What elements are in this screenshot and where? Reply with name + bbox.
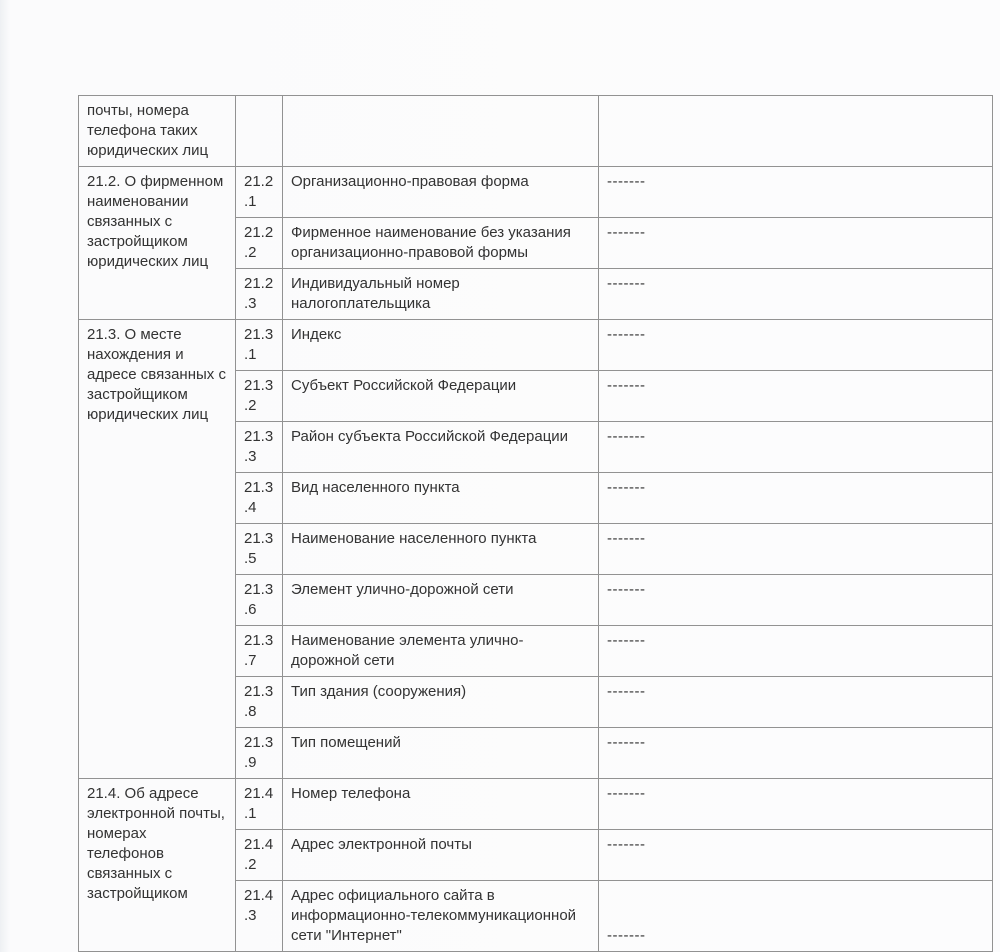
row-value-cell: ------- xyxy=(598,166,993,218)
row-number-cell: 21.3.1 xyxy=(235,319,283,371)
table-row: 21.3. О месте нахождения и адресе связан… xyxy=(78,319,993,779)
row-description-cell: Вид населенного пункта xyxy=(282,472,599,524)
table-row: 21.3.2 Субъект Российской Федерации ------… xyxy=(79,370,993,422)
row-value-cell: ------- xyxy=(598,727,993,779)
row-number-cell: 21.3.5 xyxy=(235,523,283,575)
row-number-cell: 21.4.2 xyxy=(235,829,283,881)
table-row: 21.3.7 Наименование элемента улично-дорож… xyxy=(79,625,993,677)
row-value-cell: ------- xyxy=(598,523,993,575)
row-number-cell: 21.4.3 xyxy=(235,880,283,952)
table-row: 21.2.3 Индивидуальный номер налогоплатель… xyxy=(79,268,993,320)
section-title-cell: 21.2. О фирменном наименовании связанных… xyxy=(78,166,236,320)
disclosure-table: почты, номера телефона таких юридических… xyxy=(78,95,993,952)
row-value-cell: ------- xyxy=(598,574,993,626)
row-description-cell: Адрес электронной почты xyxy=(282,829,599,881)
row-number-cell: 21.3.4 xyxy=(235,472,283,524)
row-value-cell: ------- xyxy=(598,778,993,830)
section-title-cell: 21.4. Об адресе электронной почты, номер… xyxy=(78,778,236,952)
row-description-cell: Организационно-правовая форма xyxy=(282,166,599,218)
row-description-cell: Район субъекта Российской Федерации xyxy=(282,421,599,473)
row-description-cell: Наименование населенного пункта xyxy=(282,523,599,575)
row-number-cell: 21.3.6 xyxy=(235,574,283,626)
row-value-cell: ------- xyxy=(598,217,993,269)
row-description-cell: Номер телефона xyxy=(282,778,599,830)
table-row: 21.2. О фирменном наименовании связанных… xyxy=(78,166,993,320)
row-description-cell: Адрес официального сайта в информационно… xyxy=(282,880,599,952)
row-value-cell: ------- xyxy=(598,319,993,371)
row-number-cell: 21.2.3 xyxy=(235,268,283,320)
row-number-cell: 21.2.2 xyxy=(235,217,283,269)
row-value-cell: ------- xyxy=(598,370,993,422)
table-row: 21.3.5 Наименование населенного пункта ---… xyxy=(79,523,993,575)
table-row: 21.2.2 Фирменное наименование без указани… xyxy=(79,217,993,269)
row-number-cell: 21.3.7 xyxy=(235,625,283,677)
row-value-cell xyxy=(598,95,993,167)
row-description-cell xyxy=(282,95,599,167)
table-row: почты, номера телефона таких юридических… xyxy=(78,95,993,167)
row-value-cell: ------- xyxy=(598,880,993,952)
row-value-cell: ------- xyxy=(598,676,993,728)
table-row: 21.4. Об адресе электронной почты, номер… xyxy=(78,778,993,952)
row-description-cell: Индивидуальный номер налогоплательщика xyxy=(282,268,599,320)
section-title-cell: почты, номера телефона таких юридических… xyxy=(78,95,236,167)
row-value-cell: ------- xyxy=(598,625,993,677)
row-description-cell: Индекс xyxy=(282,319,599,371)
row-value-cell: ------- xyxy=(598,472,993,524)
section-title-cell: 21.3. О месте нахождения и адресе связан… xyxy=(78,319,236,779)
row-number-cell: 21.3.2 xyxy=(235,370,283,422)
row-description-cell: Тип здания (сооружения) xyxy=(282,676,599,728)
row-description-cell: Фирменное наименование без указания орга… xyxy=(282,217,599,269)
row-description-cell: Наименование элемента улично-дорожной се… xyxy=(282,625,599,677)
row-value-cell: ------- xyxy=(598,829,993,881)
row-number-cell: 21.3.3 xyxy=(235,421,283,473)
row-number-cell xyxy=(235,95,283,167)
row-description-cell: Субъект Российской Федерации xyxy=(282,370,599,422)
row-description-cell: Тип помещений xyxy=(282,727,599,779)
row-number-cell: 21.4.1 xyxy=(235,778,283,830)
row-number-cell: 21.2.1 xyxy=(235,166,283,218)
row-number-cell: 21.3.9 xyxy=(235,727,283,779)
row-number-cell: 21.3.8 xyxy=(235,676,283,728)
row-value-cell: ------- xyxy=(598,421,993,473)
row-description-cell: Элемент улично-дорожной сети xyxy=(282,574,599,626)
row-value-cell: ------- xyxy=(598,268,993,320)
table-body: почты, номера телефона таких юридических… xyxy=(78,95,993,952)
